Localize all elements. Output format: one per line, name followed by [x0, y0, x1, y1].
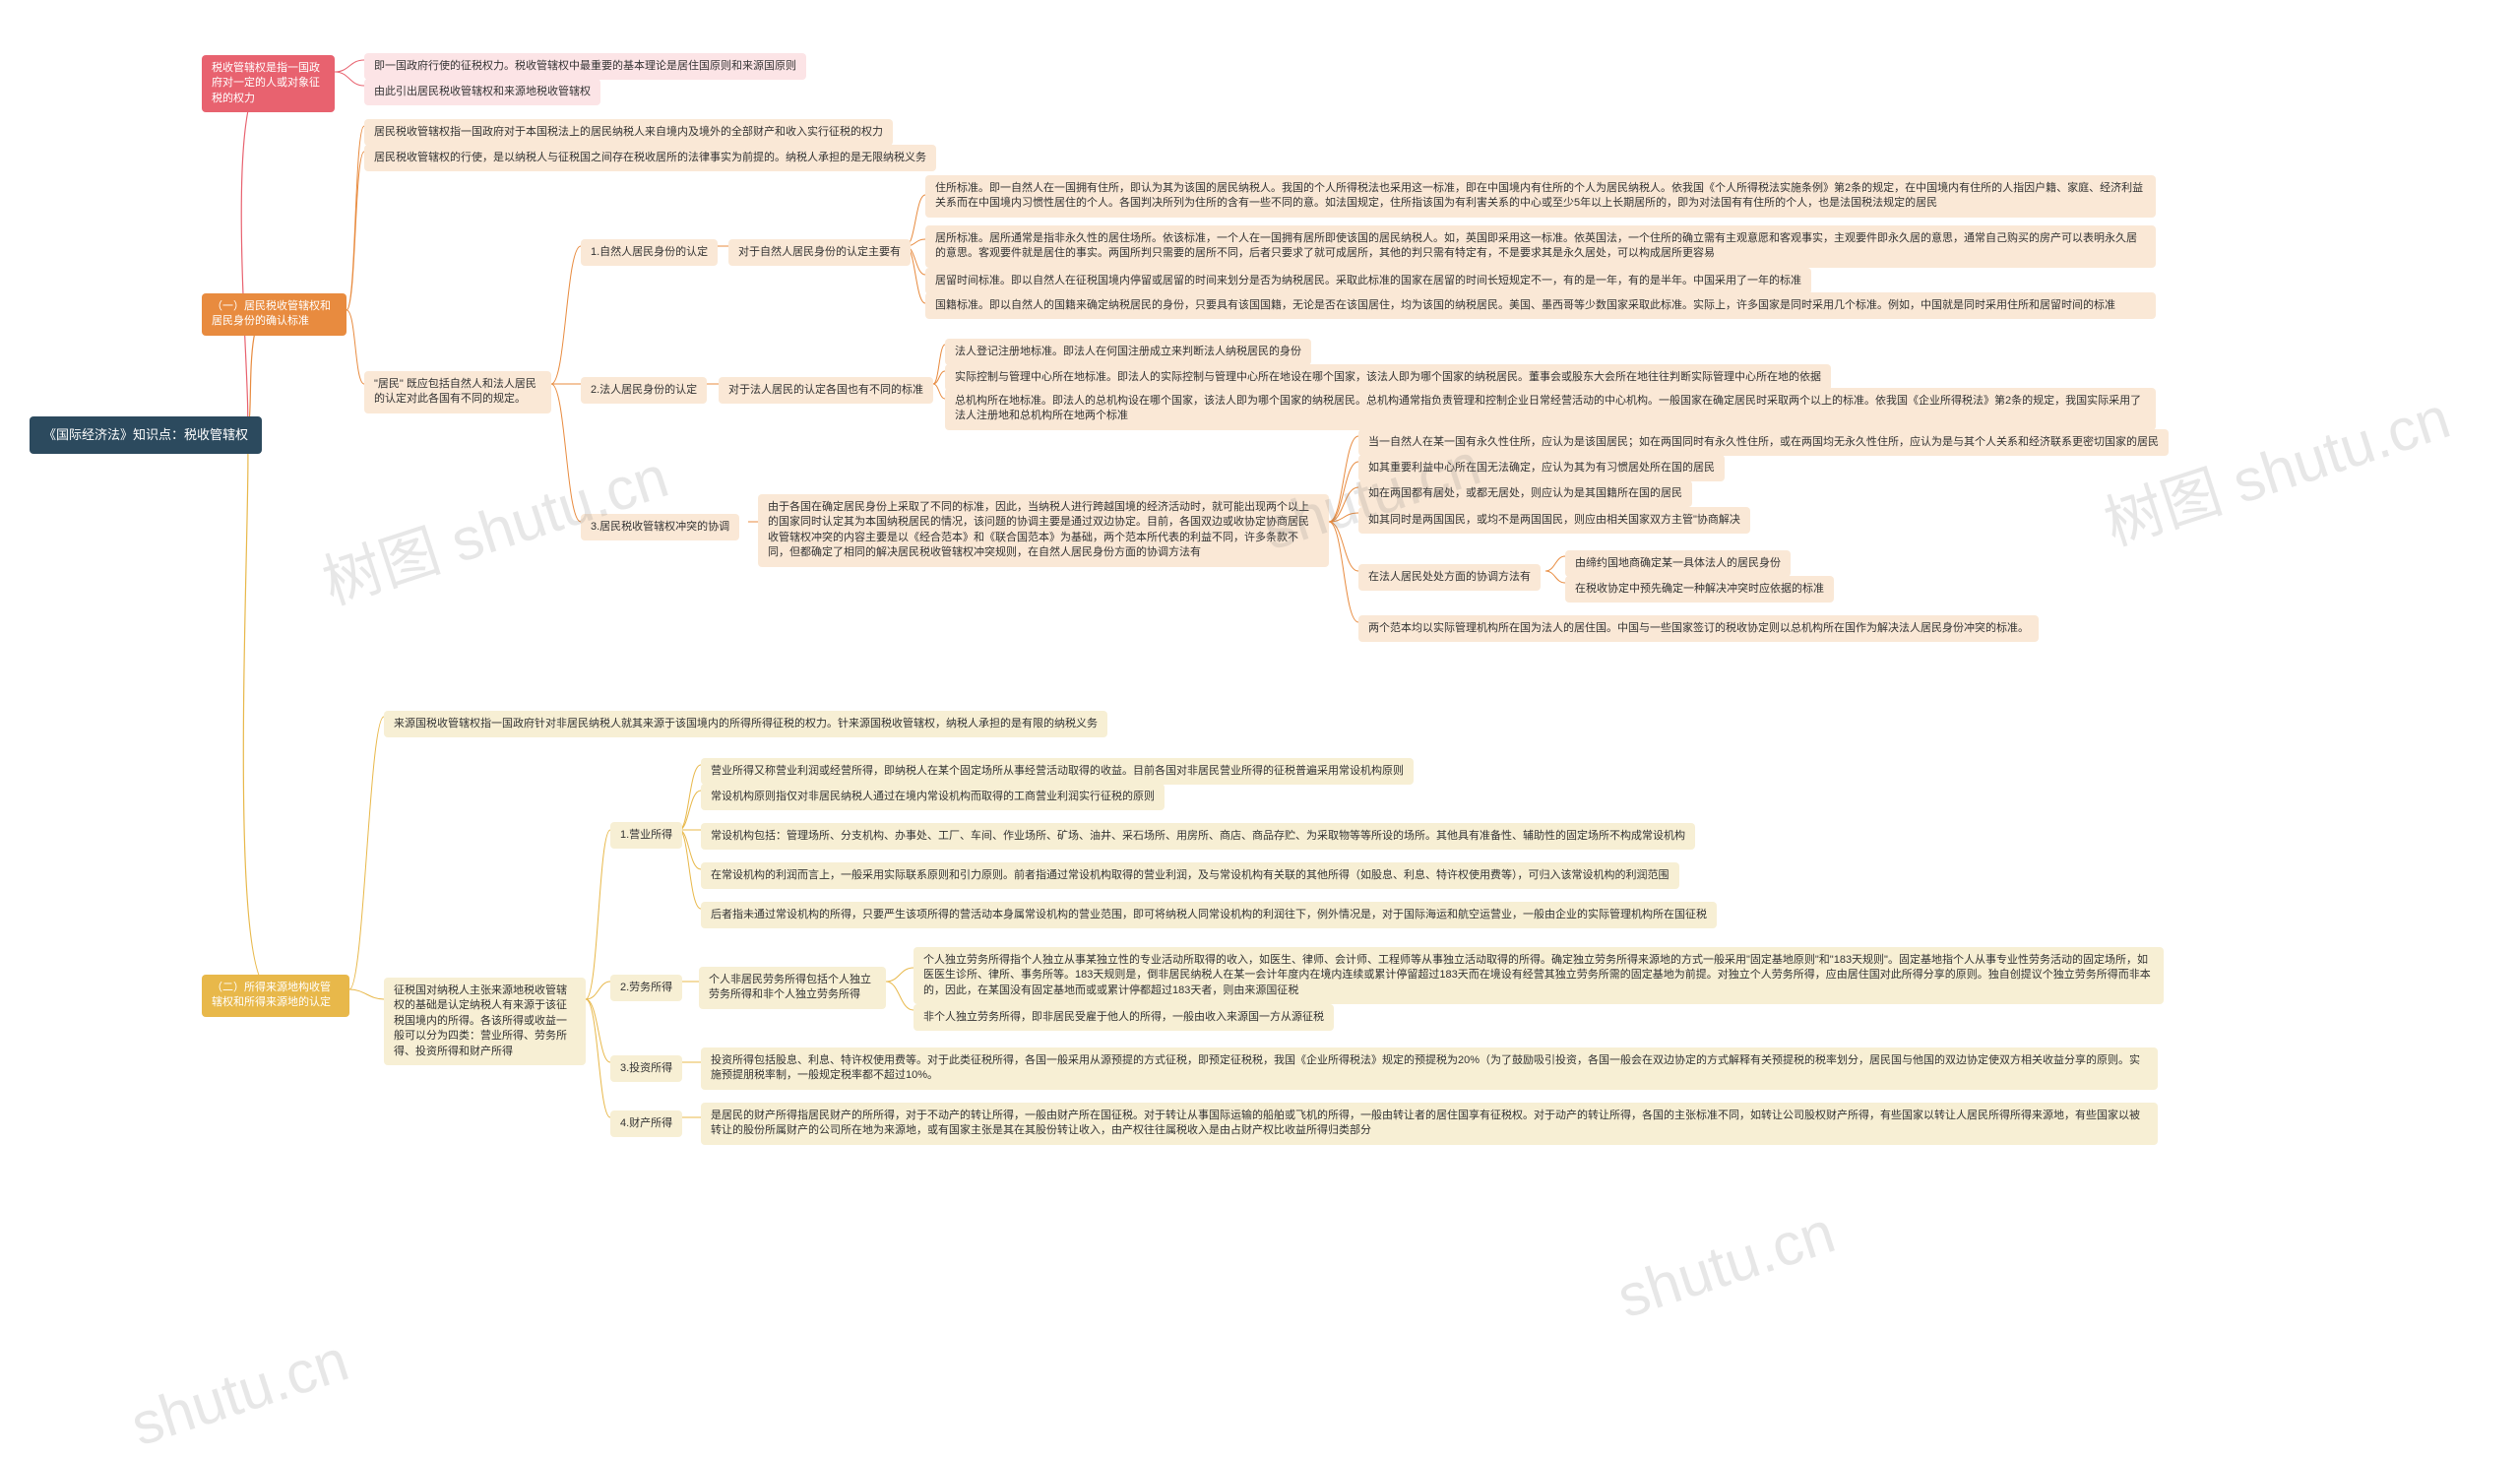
branch-c-item-leaf: 营业所得又称营业利润或经营所得，即纳税人在某个固定场所从事经营活动取得的收益。目… [701, 758, 1414, 785]
branch-c-item-leaf: 非个人独立劳务所得，即非居民受雇于他人的所得，一般由收入来源国一方从源征税 [914, 1004, 1334, 1031]
branch-b-pre-leaf: 居民税收管辖权的行使，是以纳税人与征税国之间存在税收居所的法律事实为前提的。纳税… [364, 145, 936, 171]
sub2-leaf: 法人登记注册地标准。即法人在何国注册成立来判断法人纳税居民的身份 [945, 339, 1311, 365]
branch-b-main: （一）居民税收管辖权和居民身份的确认标准 [202, 293, 346, 336]
sub1-leaf: 居所标准。居所通常是指非永久性的居住场所。依该标准，一个人在一国拥有居所即使该国… [925, 225, 2156, 268]
branch-c-item-leaf: 常设机构包括：管理场所、分支机构、办事处、工厂、车间、作业场所、矿场、油井、采石… [701, 823, 1695, 850]
branch-c-item-leaf: 是居民的财产所得指居民财产的所所得，对于不动产的转让所得，一般由财产所在国征税。… [701, 1103, 2158, 1145]
root-node: 《国际经济法》知识点：税收管辖权 [30, 416, 262, 454]
branch-c-item-leaf: 常设机构原则指仅对非居民纳税人通过在境内常设机构而取得的工商营业利润实行征税的原… [701, 784, 1165, 810]
sub1-leaf: 住所标准。即一自然人在一国拥有住所，即认为其为该国的居民纳税人。我国的个人所得税… [925, 175, 2156, 218]
branch-c-item-label: 4.财产所得 [610, 1110, 682, 1137]
branch-c-item-leaf: 个人独立劳务所得指个人独立从事某独立性的专业活动所取得的收入，如医生、律师、会计… [914, 947, 2164, 1004]
sub3-method-leaf: 由缔约国地商确定某一具体法人的居民身份 [1565, 550, 1791, 577]
branch-c-item-label: 3.投资所得 [610, 1055, 682, 1082]
sub1-label: 1.自然人居民身份的认定 [581, 239, 718, 266]
sub3-label: 3.居民税收管辖权冲突的协调 [581, 514, 739, 540]
watermark: shutu.cn [1609, 1198, 1843, 1332]
sub2-leaf: 总机构所在地标准。即法人的总机构设在哪个国家，该法人即为哪个国家的纳税居民。总机… [945, 388, 2156, 430]
branch-c-item-label: 1.营业所得 [610, 822, 682, 849]
sub3-leaf: 如在两国都有居处，或都无居处，则应认为是其国籍所在国的居民 [1358, 480, 1692, 507]
branch-c-item-label: 2.劳务所得 [610, 975, 682, 1001]
resident-label: "居民" 既应包括自然人和法人居民的认定对此各国有不同的规定。 [364, 371, 551, 413]
watermark: shutu.cn [123, 1326, 356, 1459]
branch-c-main: （二）所得来源地构收管辖权和所得来源地的认定 [202, 975, 349, 1017]
sub1-leaf: 居留时间标准。即以自然人在征税国境内停留或居留的时间来划分是否为纳税居民。采取此… [925, 268, 1811, 294]
sub2-inner: 对于法人居民的认定各国也有不同的标准 [719, 377, 933, 404]
branch-c-sub-label: 征税国对纳税人主张来源地税收管辖权的基础是认定纳税人有来源于该征税国境内的所得。… [384, 978, 586, 1065]
sub3-leaf: 当一自然人在某一国有永久性住所，应认为是该国居民；如在两国同时有永久性住所，或在… [1358, 429, 2169, 456]
sub2-label: 2.法人居民身份的认定 [581, 377, 707, 404]
branch-c-item-leaf: 投资所得包括股息、利息、特许权使用费等。对于此类征税所得，各国一般采用从源预提的… [701, 1047, 2158, 1090]
branch-b-pre-leaf: 居民税收管辖权指一国政府对于本国税法上的居民纳税人来自境内及境外的全部财产和收入… [364, 119, 893, 146]
sub1-inner: 对于自然人居民身份的认定主要有 [728, 239, 911, 266]
sub1-leaf: 国籍标准。即以自然人的国籍来确定纳税居民的身份，只要具有该国国籍，无论是否在该国… [925, 292, 2156, 319]
sub3-method: 在法人居民处处方面的协调方法有 [1358, 564, 1541, 591]
branch-c-item-leaf: 在常设机构的利润而言上，一般采用实际联系原则和引力原则。前者指通过常设机构取得的… [701, 862, 1679, 889]
sub3-method-leaf: 在税收协定中预先确定一种解决冲突时应依据的标准 [1565, 576, 1834, 603]
branch-c-item-leaf: 后者指未通过常设机构的所得，只要严生该项所得的营活动本身属常设机构的营业范围，即… [701, 902, 1717, 928]
sub3-leaf: 两个范本均以实际管理机构所在国为法人的居住国。中国与一些国家签订的税收协定则以总… [1358, 615, 2039, 642]
sub3-leaf: 如其同时是两国国民，或均不是两国国民，则应由相关国家双方主管"协商解决 [1358, 507, 1750, 534]
branch-c-pre-leaf: 来源国税收管辖权指一国政府针对非居民纳税人就其来源于该国境内的所得所得征税的权力… [384, 711, 1107, 737]
branch-c-item-inner: 个人非居民劳务所得包括个人独立劳务所得和非个人独立劳务所得 [699, 967, 886, 1009]
branch-a-main: 税收管辖权是指一国政府对一定的人或对象征税的权力 [202, 55, 335, 112]
branch-a-leaf: 由此引出居民税收管辖权和来源地税收管辖权 [364, 79, 600, 105]
branch-a-leaf: 即一国政府行使的征税权力。税收管辖权中最重要的基本理论是居住国原则和来源国原则 [364, 53, 806, 80]
sub3-inner: 由于各国在确定居民身份上采取了不同的标准，因此，当纳税人进行跨越国境的经济活动时… [758, 494, 1329, 567]
sub3-leaf: 如其重要利益中心所在国无法确定，应认为其为有习惯居处所在国的居民 [1358, 455, 1725, 481]
